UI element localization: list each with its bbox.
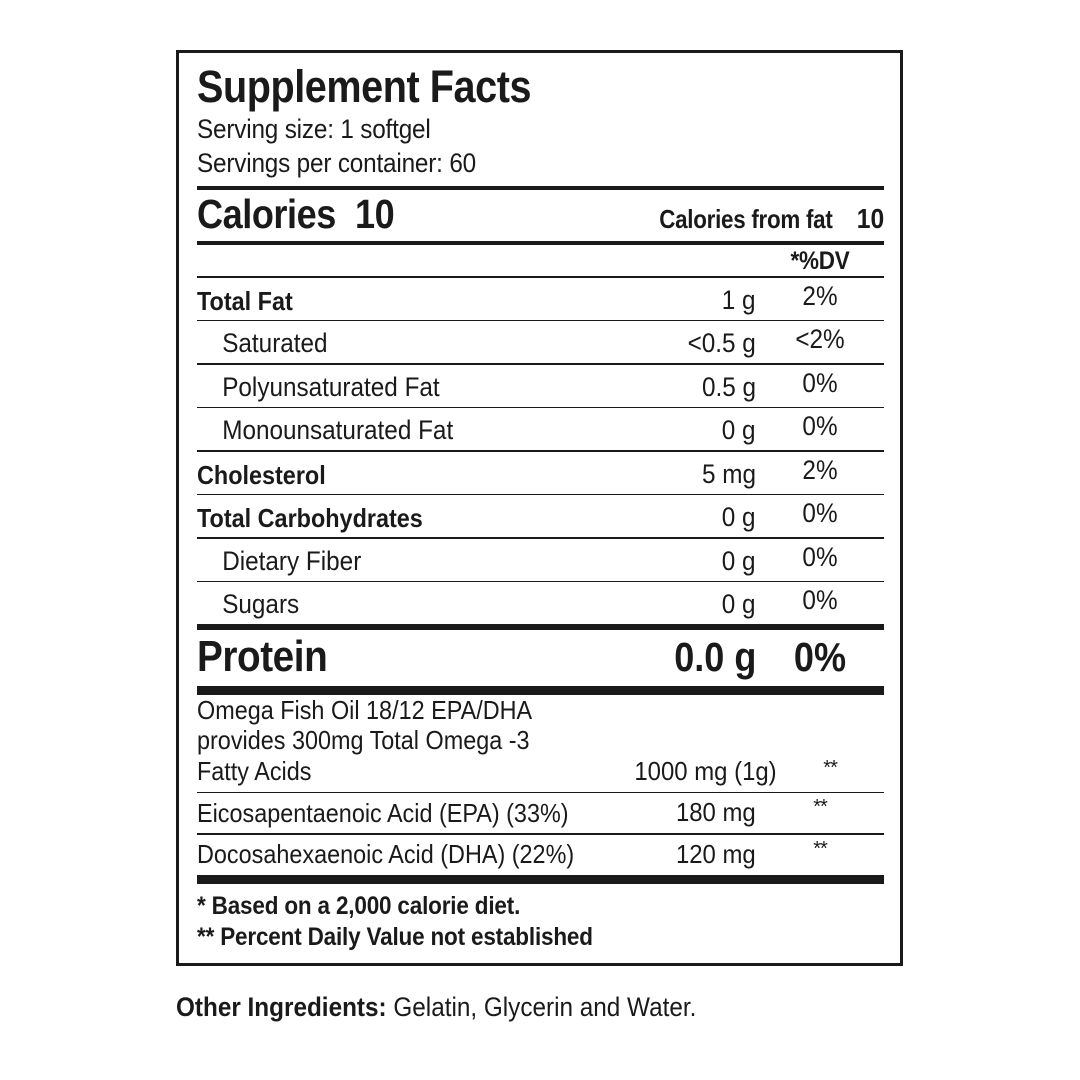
nutrient-amount: 0 g	[722, 589, 756, 620]
nutrient-row-rule	[197, 537, 884, 539]
footnote: * Based on a 2,000 calorie diet.	[197, 891, 521, 920]
nutrient-row-rule	[197, 624, 884, 626]
nutrient-name: Total Carbohydrates	[197, 503, 423, 534]
nutrient-name: Polyunsaturated Fat	[222, 371, 440, 402]
rule-above-protein	[197, 625, 884, 630]
protein-dv: 0%	[793, 633, 847, 680]
nutrient-name: Dietary Fiber	[222, 545, 362, 576]
omega-amount: 180 mg	[676, 797, 756, 828]
rule-above-nutrients	[197, 275, 884, 278]
nutrient-amount: <0.5 g	[687, 328, 756, 359]
omega-name: Docosahexaenoic Acid (DHA) (22%)	[197, 839, 575, 870]
nutrient-row: Total Carbohydrates 0 g 0%	[197, 495, 884, 537]
nutrient-name: Monounsaturated Fat	[222, 415, 454, 446]
nutrient-amount: 0 g	[722, 415, 756, 446]
nutrient-dv: 0%	[802, 367, 838, 398]
nutrient-row: Polyunsaturated Fat 0.5 g 0%	[197, 365, 884, 407]
omega-row-rule	[197, 791, 884, 794]
nutrient-amount: 5 mg	[701, 458, 756, 489]
supplement-facts-box: Supplement Facts Serving size: 1 softgel…	[176, 50, 903, 966]
nutrient-dv: 0%	[802, 585, 838, 616]
omega-dv: **	[813, 796, 828, 819]
nutrient-name: Total Fat	[197, 285, 293, 316]
nutrient-dv: 0%	[802, 411, 838, 442]
calories-label: Calories	[197, 190, 336, 237]
calories-value: 10	[355, 190, 395, 237]
nutrient-amount: 0 g	[722, 545, 756, 576]
calories-from-fat-label: Calories from fat	[659, 203, 834, 234]
nutrient-name: Cholesterol	[197, 459, 326, 490]
nutrient-row-rule	[197, 406, 884, 409]
footnote-list: * Based on a 2,000 calorie diet. ** Perce…	[197, 884, 884, 953]
nutrient-row-rule	[197, 493, 884, 496]
nutrient-name: Sugars	[222, 589, 300, 620]
other-ingredients: Other Ingredients: Gelatin, Glycerin and…	[176, 992, 696, 1023]
omega-name: Eicosapentaenoic Acid (EPA) (33%)	[197, 797, 569, 828]
nutrient-row: Cholesterol 5 mg 2%	[197, 452, 884, 494]
dv-header-label: *%DV	[790, 246, 850, 275]
nutrient-dv: 2%	[802, 454, 838, 485]
rule-below-omega	[197, 874, 884, 884]
serving-info: Serving size: 1 softgel Servings per con…	[197, 112, 884, 180]
nutrient-amount: 0 g	[722, 502, 756, 533]
servings-per-container: Servings per container: 60	[197, 147, 476, 178]
rule-below-protein	[197, 685, 884, 695]
nutrient-row-rule	[197, 363, 884, 365]
nutrient-row: Sugars 0 g 0%	[197, 582, 884, 624]
nutrient-amount: 0.5 g	[701, 371, 756, 402]
rule-below-calories	[197, 240, 884, 245]
nutrient-row-rule	[197, 319, 884, 322]
nutrient-dv: <2%	[795, 324, 845, 355]
nutrient-row: Dietary Fiber 0 g 0%	[197, 539, 884, 581]
omega-row-rule	[197, 833, 884, 835]
omega-amount: 1000 mg (1g)	[633, 755, 777, 786]
omega-list: Omega Fish Oil 18/12 EPA/DHA provides 30…	[197, 695, 884, 875]
nutrient-amount: 1 g	[722, 284, 756, 315]
omega-dv: **	[813, 837, 828, 860]
calories-from-fat-group: Calories from fat 10	[631, 203, 884, 235]
nutrient-dv: 0%	[802, 498, 838, 529]
omega-name: Omega Fish Oil 18/12 EPA/DHA provides 30…	[197, 694, 533, 787]
protein-row: Protein 0.0 g 0%	[197, 630, 884, 686]
omega-dv: **	[823, 756, 838, 779]
nutrient-name: Saturated	[222, 328, 328, 359]
footnote: ** Percent Daily Value not established	[197, 922, 593, 951]
nutrient-row: Monounsaturated Fat 0 g 0%	[197, 408, 884, 450]
nutrient-list: Total Fat 1 g 2% Saturated <0.5 g <2% Polyunsa…	[197, 278, 884, 626]
other-ingredients-label: Other Ingredients:	[176, 992, 387, 1022]
omega-row: Eicosapentaenoic Acid (EPA) (33%) 180 mg *…	[197, 793, 884, 833]
nutrient-row: Saturated <0.5 g <2%	[197, 321, 884, 363]
omega-amount: 120 mg	[676, 838, 756, 869]
calories-label-value: Calories 10	[197, 190, 395, 238]
supplement-facts-panel: Supplement Facts Serving size: 1 softgel…	[176, 50, 903, 966]
nutrient-dv: 0%	[802, 541, 838, 572]
rule-above-calories	[197, 185, 884, 190]
serving-size: Serving size: 1 softgel	[197, 113, 431, 144]
page-title: Supplement Facts	[197, 61, 532, 112]
protein-label: Protein	[197, 631, 328, 681]
omega-row: Docosahexaenoic Acid (DHA) (22%) 120 mg **	[197, 835, 884, 875]
protein-amount: 0.0 g	[673, 633, 756, 680]
nutrient-row-rule	[197, 450, 884, 452]
daily-value-header: *%DV	[197, 245, 884, 276]
nutrient-dv: 2%	[802, 280, 838, 311]
calories-row: Calories 10 Calories from fat 10	[197, 190, 884, 241]
other-ingredients-value: Gelatin, Glycerin and Water.	[386, 992, 697, 1022]
nutrient-row-rule	[197, 580, 884, 583]
nutrient-row: Total Fat 1 g 2%	[197, 278, 884, 320]
omega-row: Omega Fish Oil 18/12 EPA/DHA provides 30…	[197, 695, 884, 792]
calories-from-fat-value: 10	[856, 202, 884, 234]
